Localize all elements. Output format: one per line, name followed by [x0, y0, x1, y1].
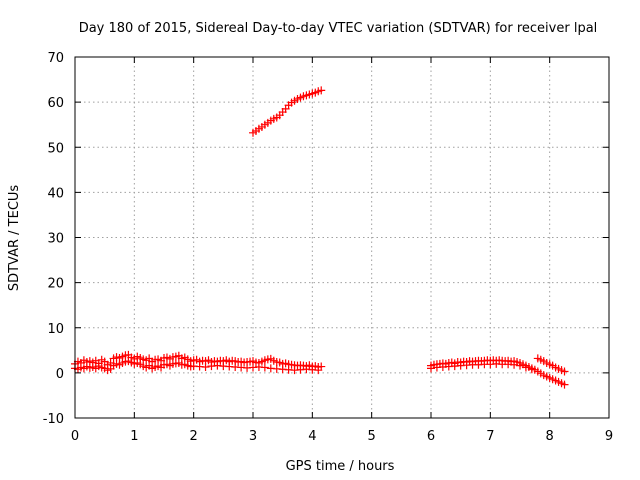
- data-point: [527, 365, 536, 374]
- data-point: [201, 363, 210, 372]
- x-tick-label: 0: [71, 429, 79, 444]
- data-point: [510, 360, 519, 369]
- data-point: [516, 361, 524, 370]
- grid-lines: [75, 57, 609, 418]
- data-point: [560, 367, 569, 376]
- x-tick-label: 4: [308, 429, 316, 444]
- y-tick-label: 10: [47, 322, 64, 337]
- y-tick-label: 40: [47, 186, 64, 201]
- data-point: [317, 86, 326, 95]
- x-tick-label: 6: [427, 429, 435, 444]
- x-tick-label: 2: [190, 429, 198, 444]
- x-tick-label: 1: [130, 429, 138, 444]
- x-tick-label: 5: [368, 429, 376, 444]
- x-tick-label: 3: [249, 429, 257, 444]
- data-point: [560, 380, 569, 389]
- x-axis-label: GPS time / hours: [286, 459, 395, 474]
- y-tick-label: 50: [47, 141, 64, 156]
- axis-ticks: [74, 56, 610, 419]
- data-series-0: [71, 350, 326, 372]
- data-series-1: [71, 357, 323, 375]
- data-point: [314, 366, 323, 375]
- y-axis-tick-labels: -10 0 10 20 30 40 50 60 70: [43, 51, 64, 427]
- y-tick-label: 60: [47, 96, 64, 111]
- y-tick-label: 20: [47, 277, 64, 292]
- chart-title: Day 180 of 2015, Sidereal Day-to-day VTE…: [79, 21, 598, 36]
- data-point: [260, 363, 269, 372]
- x-tick-label: 7: [486, 429, 494, 444]
- data-series-2: [249, 86, 326, 137]
- data-point: [521, 363, 530, 372]
- y-tick-label: 70: [47, 51, 64, 66]
- x-tick-label: 9: [605, 429, 613, 444]
- data-points: [71, 86, 569, 389]
- x-axis-tick-labels: 0 1 2 3 4 5 6 7 8 9: [71, 429, 613, 444]
- data-point: [427, 364, 435, 373]
- y-tick-label: 0: [56, 367, 64, 382]
- y-axis-label: SDTVAR / TECUs: [7, 185, 22, 292]
- y-tick-label: -10: [43, 412, 64, 427]
- data-series-4: [427, 354, 569, 376]
- x-tick-label: 8: [546, 429, 554, 444]
- y-tick-label: 30: [47, 232, 64, 247]
